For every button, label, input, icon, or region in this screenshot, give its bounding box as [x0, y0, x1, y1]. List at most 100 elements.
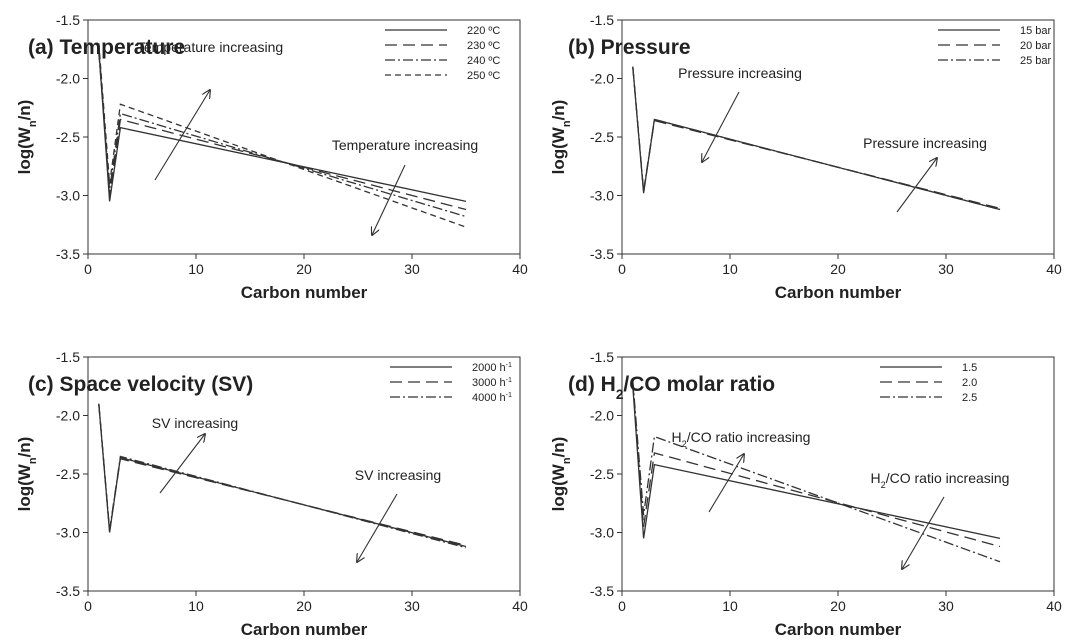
legend-label: 25 bar	[1020, 55, 1052, 67]
script: n	[27, 457, 39, 464]
y-tick-label: -1.5	[590, 12, 614, 28]
y-tick-label: -1.5	[56, 349, 80, 365]
legend-label: 240 ºC	[467, 55, 500, 67]
annotation: Temperature increasing	[332, 137, 478, 153]
legend-label: 230 ºC	[467, 40, 500, 52]
y-axis-label: log(Wn/n)	[15, 437, 39, 512]
legend-label: 2.0	[962, 377, 977, 389]
script: 2	[881, 480, 886, 490]
text-part: 3000 h	[472, 377, 506, 389]
legend-label: 220 ºC	[467, 25, 500, 37]
x-tick-label: 10	[188, 261, 204, 277]
text-part: /n)	[549, 437, 568, 458]
series-line	[632, 380, 1001, 563]
annotation: Temperature increasing	[137, 39, 283, 55]
script: -1	[506, 361, 512, 369]
y-tick-label: -3.0	[56, 188, 80, 204]
panel-title: (a) Temperature	[28, 36, 185, 59]
text-part: log(W	[549, 126, 568, 174]
annotation-arrow	[154, 90, 210, 181]
annotation-arrow	[902, 496, 945, 569]
panel: 0 10 20 30 40 -3.5 -3.0 -2.5 -2.0 -1.5 Carbon numb…	[15, 12, 528, 302]
legend-label: 15 bar	[1020, 25, 1052, 37]
text-part: 2000 h	[472, 362, 506, 374]
annotation: Pressure increasing	[678, 65, 802, 81]
x-tick-label: 0	[618, 598, 626, 614]
series-line	[632, 382, 1001, 548]
y-tick-label: -1.5	[590, 349, 614, 365]
x-tick-label: 40	[512, 598, 528, 614]
x-tick-label: 20	[830, 598, 846, 614]
y-tick-label: -2.5	[590, 129, 614, 145]
script: 2	[616, 387, 624, 402]
x-tick-label: 30	[938, 598, 954, 614]
x-tick-label: 10	[722, 598, 738, 614]
series-line	[98, 45, 467, 211]
text-part: H	[871, 470, 881, 486]
x-tick-label: 40	[1046, 598, 1062, 614]
x-tick-label: 30	[938, 261, 954, 277]
annotation: H2/CO ratio increasing	[672, 429, 811, 449]
x-tick-label: 0	[84, 261, 92, 277]
script: n	[27, 120, 39, 127]
y-tick-label: -2.5	[56, 129, 80, 145]
series-line	[98, 52, 467, 218]
panel: 0 10 20 30 40 -3.5 -3.0 -2.5 -2.0 -1.5 Carbon numb…	[15, 349, 528, 639]
y-tick-label: -1.5	[56, 12, 80, 28]
legend-label: 250 ºC	[467, 70, 500, 82]
script: 2	[682, 439, 687, 449]
x-tick-label: 0	[618, 261, 626, 277]
text-part: /CO molar ratio	[623, 373, 775, 396]
legend-label: 1.5	[962, 362, 977, 374]
legend-label: 2.5	[962, 392, 977, 404]
legend-label: 4000 h-1	[472, 391, 512, 404]
x-tick-label: 0	[84, 598, 92, 614]
text-part: log(W	[15, 463, 34, 511]
x-tick-label: 40	[1046, 261, 1062, 277]
y-tick-label: -3.0	[590, 525, 614, 541]
text-part: /CO ratio increasing	[886, 470, 1010, 486]
annotation-arrow	[372, 164, 406, 235]
x-tick-label: 10	[722, 261, 738, 277]
annotation-arrow	[159, 434, 205, 494]
y-tick-label: -3.5	[590, 583, 614, 599]
script: n	[561, 120, 573, 127]
text-part: log(W	[549, 463, 568, 511]
annotation: SV increasing	[355, 467, 441, 483]
x-tick-label: 20	[830, 261, 846, 277]
text-part: /n)	[549, 100, 568, 121]
y-axis-label: log(Wn/n)	[15, 100, 39, 175]
x-tick-label: 30	[404, 598, 420, 614]
legend-label: 2000 h-1	[472, 361, 512, 374]
y-tick-label: -3.5	[590, 246, 614, 262]
y-tick-label: -2.5	[56, 466, 80, 482]
x-axis-label: Carbon number	[241, 283, 368, 302]
script: -1	[506, 376, 512, 384]
text-part: H	[672, 429, 682, 445]
y-tick-label: -3.0	[590, 188, 614, 204]
x-tick-label: 30	[404, 261, 420, 277]
panel: 0 10 20 30 40 -3.5 -3.0 -2.5 -2.0 -1.5 Carbon numb…	[549, 349, 1062, 639]
panel: 0 10 20 30 40 -3.5 -3.0 -2.5 -2.0 -1.5 Carbon numb…	[549, 12, 1062, 302]
text-part: log(W	[15, 126, 34, 174]
y-tick-label: -3.5	[56, 246, 80, 262]
y-tick-label: -2.0	[590, 408, 614, 424]
x-tick-label: 20	[296, 261, 312, 277]
x-axis-label: Carbon number	[241, 620, 368, 639]
series-line	[632, 66, 1001, 211]
text-part: /CO ratio increasing	[687, 429, 811, 445]
annotation: SV increasing	[152, 415, 238, 431]
y-tick-label: -3.0	[56, 525, 80, 541]
script: -1	[506, 391, 512, 399]
x-axis-label: Carbon number	[775, 283, 902, 302]
x-axis-label: Carbon number	[775, 620, 902, 639]
legend-label: 3000 h-1	[472, 376, 512, 389]
y-tick-label: -2.0	[56, 71, 80, 87]
x-tick-label: 20	[296, 598, 312, 614]
y-tick-label: -2.5	[590, 466, 614, 482]
annotation: Pressure increasing	[863, 135, 987, 151]
annotation-arrow	[702, 91, 740, 162]
series-line	[98, 403, 467, 549]
series-line	[98, 49, 467, 202]
y-axis-label: log(Wn/n)	[549, 437, 573, 512]
